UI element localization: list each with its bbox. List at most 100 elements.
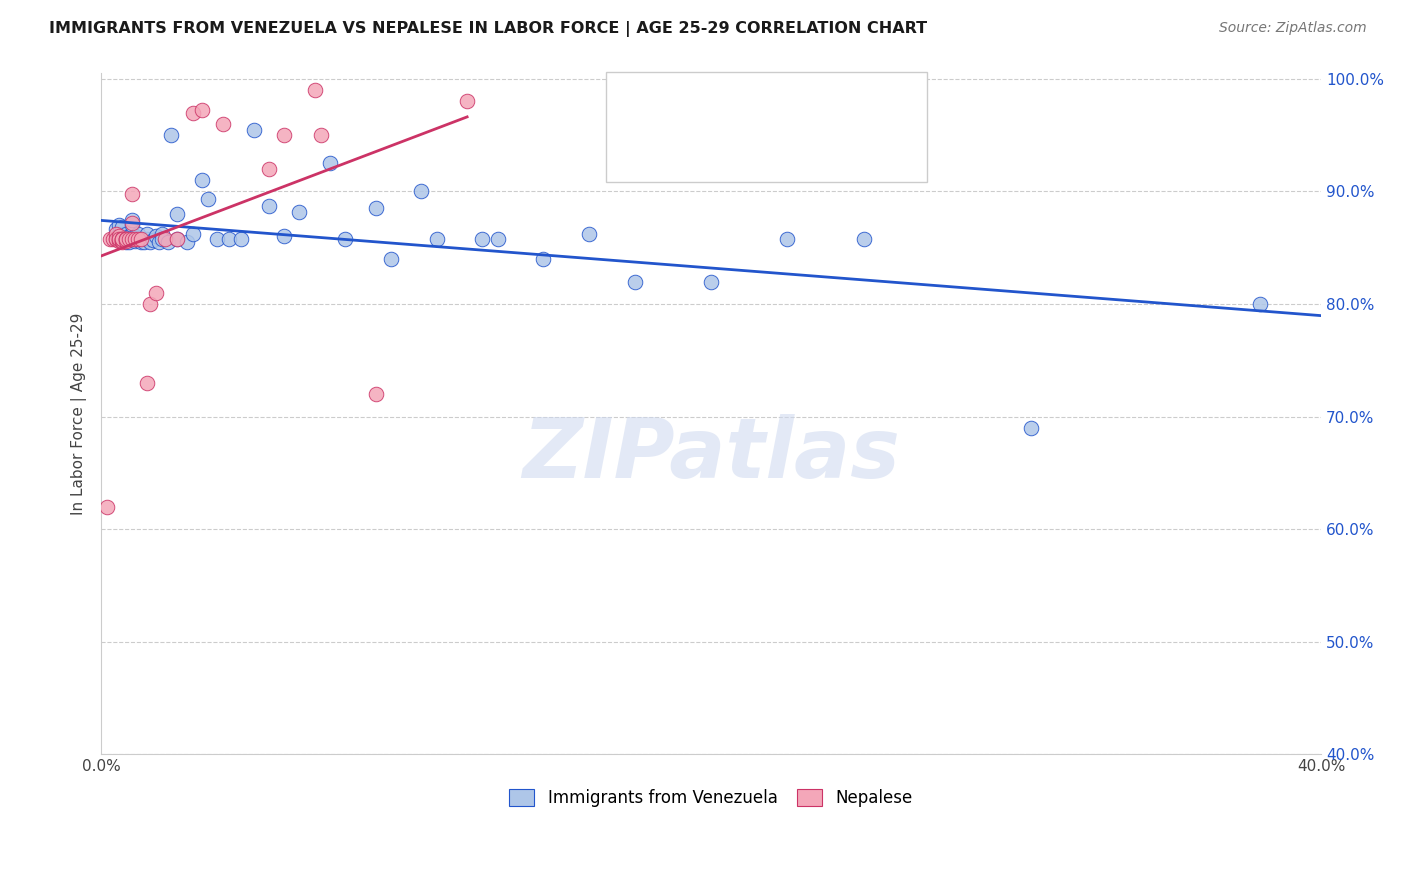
Point [319, 156, 342, 170]
Point [304, 83, 326, 97]
Point [98, 232, 121, 246]
Point [153, 232, 176, 246]
Point [135, 376, 157, 390]
Point [191, 103, 214, 118]
Point [145, 285, 167, 300]
Point [111, 232, 134, 246]
Point [132, 235, 155, 249]
Point [124, 234, 146, 248]
Point [135, 232, 157, 246]
Point [411, 185, 433, 199]
Point [166, 232, 188, 246]
Point [114, 232, 136, 246]
Text: IMMIGRANTS FROM VENEZUELA VS NEPALESE IN LABOR FORCE | AGE 25-29 CORRELATION CHA: IMMIGRANTS FROM VENEZUELA VS NEPALESE IN… [49, 21, 928, 37]
Point [103, 232, 125, 246]
Point [124, 232, 146, 246]
Point [181, 227, 204, 242]
Point [108, 234, 131, 248]
Point [114, 234, 136, 248]
Point [108, 227, 131, 242]
Point [117, 232, 139, 246]
Point [157, 235, 180, 249]
Point [191, 173, 214, 187]
Point [111, 232, 134, 246]
Point [129, 235, 152, 249]
Point [105, 232, 128, 246]
Point [108, 219, 131, 233]
Point [139, 297, 162, 311]
Point [105, 227, 128, 242]
Point [380, 252, 402, 266]
Point [105, 221, 128, 235]
Point [117, 229, 139, 244]
Point [150, 232, 173, 246]
Point [117, 235, 139, 249]
Point [114, 232, 136, 246]
Point [1249, 297, 1271, 311]
Point [218, 232, 240, 246]
Point [111, 234, 134, 248]
Point [456, 95, 478, 109]
Point [257, 161, 280, 176]
Point [1021, 421, 1043, 435]
Point [364, 387, 387, 401]
Point [148, 235, 170, 249]
Point [127, 227, 149, 242]
Point [166, 232, 188, 246]
Point [108, 232, 131, 246]
Point [96, 500, 118, 514]
Point [700, 275, 723, 289]
Point [142, 233, 165, 247]
Point [127, 232, 149, 246]
Point [150, 227, 173, 242]
Point [127, 233, 149, 247]
Text: R =  0.493   N = 40: R = 0.493 N = 40 [664, 148, 863, 166]
Point [852, 232, 875, 246]
Point [181, 105, 204, 120]
Point [531, 252, 554, 266]
Point [121, 219, 143, 233]
Point [129, 232, 152, 246]
Point [273, 229, 295, 244]
Y-axis label: In Labor Force | Age 25-29: In Labor Force | Age 25-29 [72, 312, 87, 515]
Point [145, 229, 167, 244]
Point [121, 227, 143, 242]
Point [426, 232, 449, 246]
Text: R = -0.025   N = 60: R = -0.025 N = 60 [664, 104, 863, 122]
Legend: Immigrants from Venezuela, Nepalese: Immigrants from Venezuela, Nepalese [502, 782, 920, 814]
Point [242, 122, 264, 136]
Point [121, 232, 143, 246]
Point [776, 232, 799, 246]
Point [231, 232, 253, 246]
Point [471, 232, 494, 246]
Point [578, 227, 600, 242]
Point [121, 216, 143, 230]
Point [111, 232, 134, 246]
Point [111, 220, 134, 235]
Point [309, 128, 332, 143]
Point [111, 227, 134, 242]
Point [166, 207, 188, 221]
Point [205, 232, 228, 246]
Point [624, 275, 647, 289]
Point [108, 229, 131, 244]
Point [121, 212, 143, 227]
Point [114, 227, 136, 242]
Point [273, 128, 295, 143]
Point [124, 229, 146, 244]
Point [114, 232, 136, 246]
Point [135, 227, 157, 242]
Text: ZIPatlas: ZIPatlas [522, 414, 900, 495]
Point [139, 235, 162, 249]
Point [257, 199, 280, 213]
Point [108, 232, 131, 246]
Point [176, 235, 198, 249]
Point [114, 235, 136, 249]
Point [114, 232, 136, 246]
Point [333, 232, 356, 246]
Point [111, 232, 134, 246]
Point [160, 128, 183, 143]
Point [486, 232, 509, 246]
Text: Source: ZipAtlas.com: Source: ZipAtlas.com [1219, 21, 1367, 35]
Point [364, 202, 387, 216]
